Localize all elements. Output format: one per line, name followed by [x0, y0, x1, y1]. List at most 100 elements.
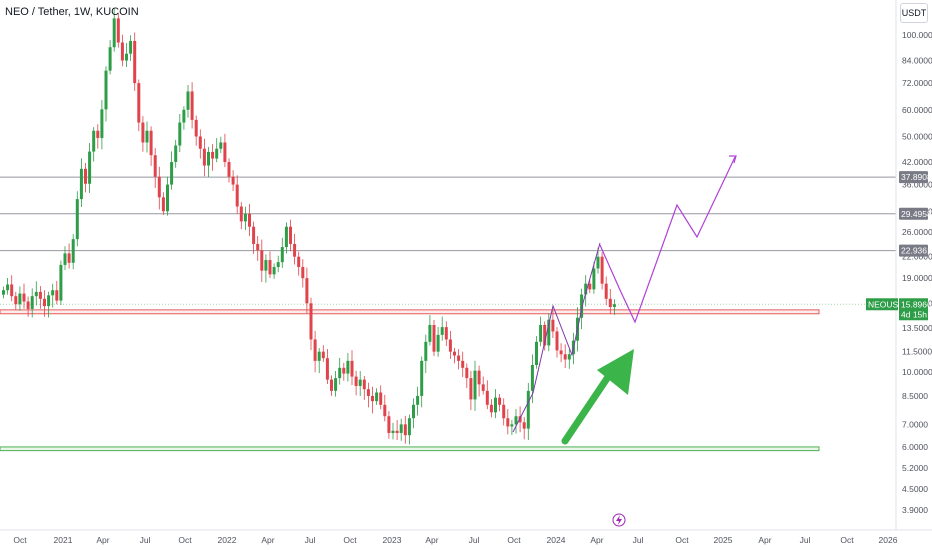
candle-body: [108, 47, 112, 71]
candle-body: [498, 397, 502, 405]
candle-body: [502, 404, 506, 419]
candle-body: [14, 296, 18, 305]
candle-body: [71, 239, 75, 263]
candle-body: [100, 109, 104, 138]
candle-body: [223, 142, 227, 163]
time-tick-label: Oct: [840, 535, 854, 545]
price-tick-label: 72.0000: [902, 78, 932, 88]
candle-body: [567, 354, 571, 360]
candle-body: [494, 397, 497, 413]
candle-body: [362, 379, 366, 390]
candle-body: [10, 284, 14, 297]
time-tick-label: 2021: [54, 535, 73, 545]
time-tick-label: 2024: [547, 535, 566, 545]
candle-body: [543, 324, 547, 346]
candle-body: [248, 213, 251, 227]
candle-body: [84, 168, 87, 184]
candle-body: [198, 136, 202, 149]
price-tick-label: 84.0000: [902, 56, 932, 66]
candle-body: [59, 264, 63, 301]
candle-body: [190, 91, 194, 120]
candle-body: [330, 379, 333, 391]
candle-body: [440, 327, 444, 335]
candle-body: [371, 395, 374, 402]
candle-body: [268, 260, 272, 275]
current-price-tag: [899, 298, 928, 321]
candle-body: [530, 364, 534, 391]
candle-body: [260, 250, 264, 271]
candle-body: [116, 18, 120, 43]
candle-body: [219, 142, 223, 149]
time-tick-label: Apr: [96, 535, 109, 545]
candle-body: [67, 253, 71, 263]
candle-body: [125, 53, 128, 61]
currency-unit-button[interactable]: USDT: [900, 3, 928, 23]
candle-body: [522, 422, 526, 429]
candle-body: [526, 390, 530, 429]
candle-body: [399, 424, 403, 433]
price-tick-label: 100.0000: [902, 30, 932, 40]
candle-body: [26, 301, 30, 309]
candle-body: [161, 197, 165, 212]
time-tick-label: Oct: [13, 535, 27, 545]
candle-body: [481, 384, 485, 391]
symbol-title[interactable]: NEO / Tether, 1W, KUCOIN: [5, 6, 139, 18]
candle-body: [55, 290, 59, 301]
candle-body: [178, 122, 182, 146]
candle-body: [157, 176, 161, 198]
symbol-tag-label: NEOUSDT: [868, 299, 910, 309]
candle-body: [588, 283, 592, 290]
time-tick-label: Apr: [758, 535, 771, 545]
candle-body: [215, 148, 219, 159]
candle-body: [600, 256, 604, 284]
candle-body: [309, 303, 313, 340]
support-zone: [0, 309, 820, 315]
current-price-label: 15.8966: [901, 299, 932, 309]
candle-body: [231, 176, 235, 185]
candle-body: [412, 404, 415, 419]
price-tick-label: 19.0000: [902, 273, 932, 283]
candle-body: [489, 404, 493, 413]
candle-body: [416, 395, 420, 405]
time-axis[interactable]: Oct 2021 Apr Jul Oct 2022 Apr Jul Oct 2023 Apr Jul O…: [13, 535, 897, 545]
bullish-arrow-icon: [561, 349, 634, 445]
candle-body: [280, 247, 284, 263]
candle-body: [424, 341, 428, 361]
candle-body: [252, 226, 256, 244]
candle-body: [395, 430, 399, 433]
time-tick-label: Oct: [675, 535, 689, 545]
candle-body: [194, 119, 198, 137]
candle-body: [612, 304, 616, 308]
event-marker-icon[interactable]: [612, 513, 626, 527]
price-axis[interactable]: 100.0000 84.0000 72.0000 60.0000 50.0000 42.0…: [902, 30, 932, 515]
time-tick-label: 2023: [383, 535, 402, 545]
time-tick-label: Oct: [343, 535, 357, 545]
price-tick-label: 3.9000: [902, 505, 928, 515]
candle-body: [510, 424, 514, 427]
candle-body: [334, 378, 338, 391]
candle-body: [145, 130, 149, 143]
candle-body: [383, 404, 387, 417]
candle-body: [584, 283, 588, 295]
candle-body: [547, 319, 551, 346]
candle-body: [239, 206, 243, 222]
candle-body: [305, 278, 309, 304]
candle-body: [30, 296, 34, 309]
candle-body: [38, 291, 42, 299]
level-price-label: 29.4958: [901, 209, 932, 219]
candle-body: [129, 40, 133, 54]
bottom-zone: [0, 446, 820, 452]
time-tick-label: Oct: [507, 535, 521, 545]
candle-body: [379, 392, 383, 405]
time-tick-label: Jul: [633, 535, 644, 545]
candle-body: [436, 334, 440, 352]
candle-body: [43, 298, 46, 307]
candle-body: [350, 360, 354, 377]
price-tick-label: 10.0000: [902, 367, 932, 377]
candle-body: [112, 18, 116, 48]
candle-body: [551, 319, 555, 332]
candle-body: [580, 294, 584, 318]
candle-body: [338, 367, 342, 379]
